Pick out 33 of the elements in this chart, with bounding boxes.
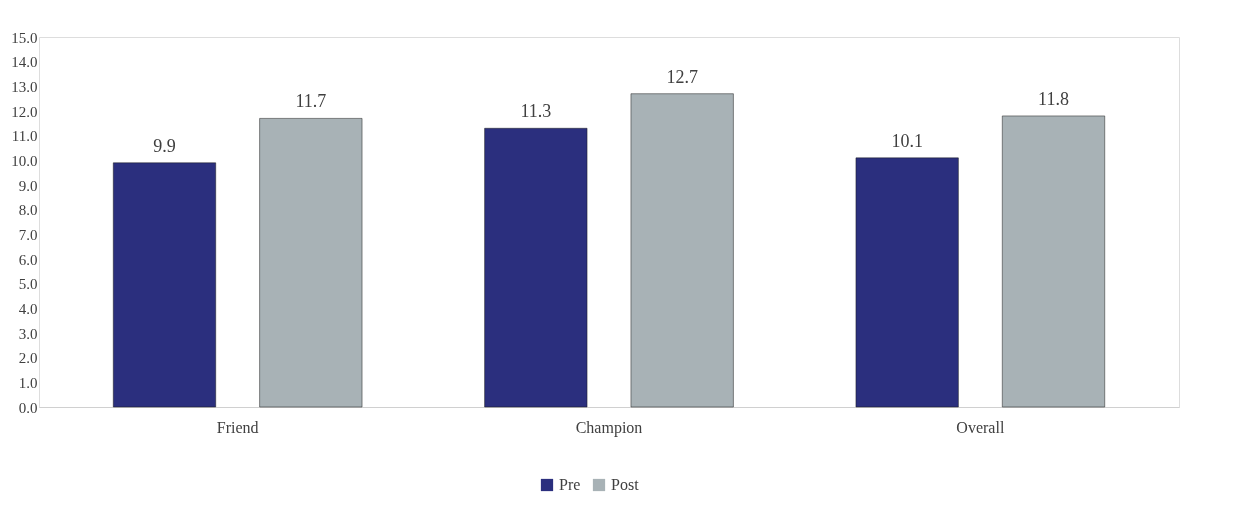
x-tick-label: Friend: [216, 418, 259, 436]
y-tick-label: 0.0: [18, 399, 38, 416]
legend-label: Post: [611, 476, 640, 493]
data-label: 10.1: [891, 130, 923, 151]
y-tick-label: 8.0: [18, 202, 38, 219]
data-label: 12.7: [666, 66, 698, 87]
y-tick-label: 10.0: [11, 152, 38, 169]
y-tick-label: 15.0: [11, 29, 38, 46]
data-label: 11.3: [520, 101, 552, 122]
legend-label: Pre: [559, 476, 581, 493]
data-label: 11.8: [1038, 88, 1069, 109]
y-tick-label: 12.0: [11, 103, 38, 120]
y-tick-label: 9.0: [18, 177, 38, 194]
bar: [113, 162, 216, 408]
bar: [855, 157, 959, 408]
x-tick-label: Champion: [575, 418, 643, 437]
y-tick-label: 13.0: [11, 78, 38, 95]
bar: [259, 118, 363, 408]
y-tick-label: 2.0: [18, 350, 38, 367]
y-tick-label: 6.0: [18, 251, 38, 268]
y-tick-label: 11.0: [11, 128, 38, 145]
data-label: 11.7: [295, 91, 327, 112]
y-tick-label: 3.0: [18, 325, 38, 342]
data-label: 9.9: [153, 135, 176, 156]
x-tick-label: Overall: [956, 418, 1005, 436]
bar: [1002, 115, 1105, 408]
y-tick-label: 1.0: [18, 374, 38, 391]
y-tick-label: 14.0: [11, 54, 38, 71]
bar: [484, 128, 588, 408]
bar: [630, 93, 734, 408]
y-tick-label: 7.0: [18, 226, 38, 243]
y-tick-label: 5.0: [18, 276, 38, 293]
y-tick-label: 4.0: [18, 300, 38, 317]
